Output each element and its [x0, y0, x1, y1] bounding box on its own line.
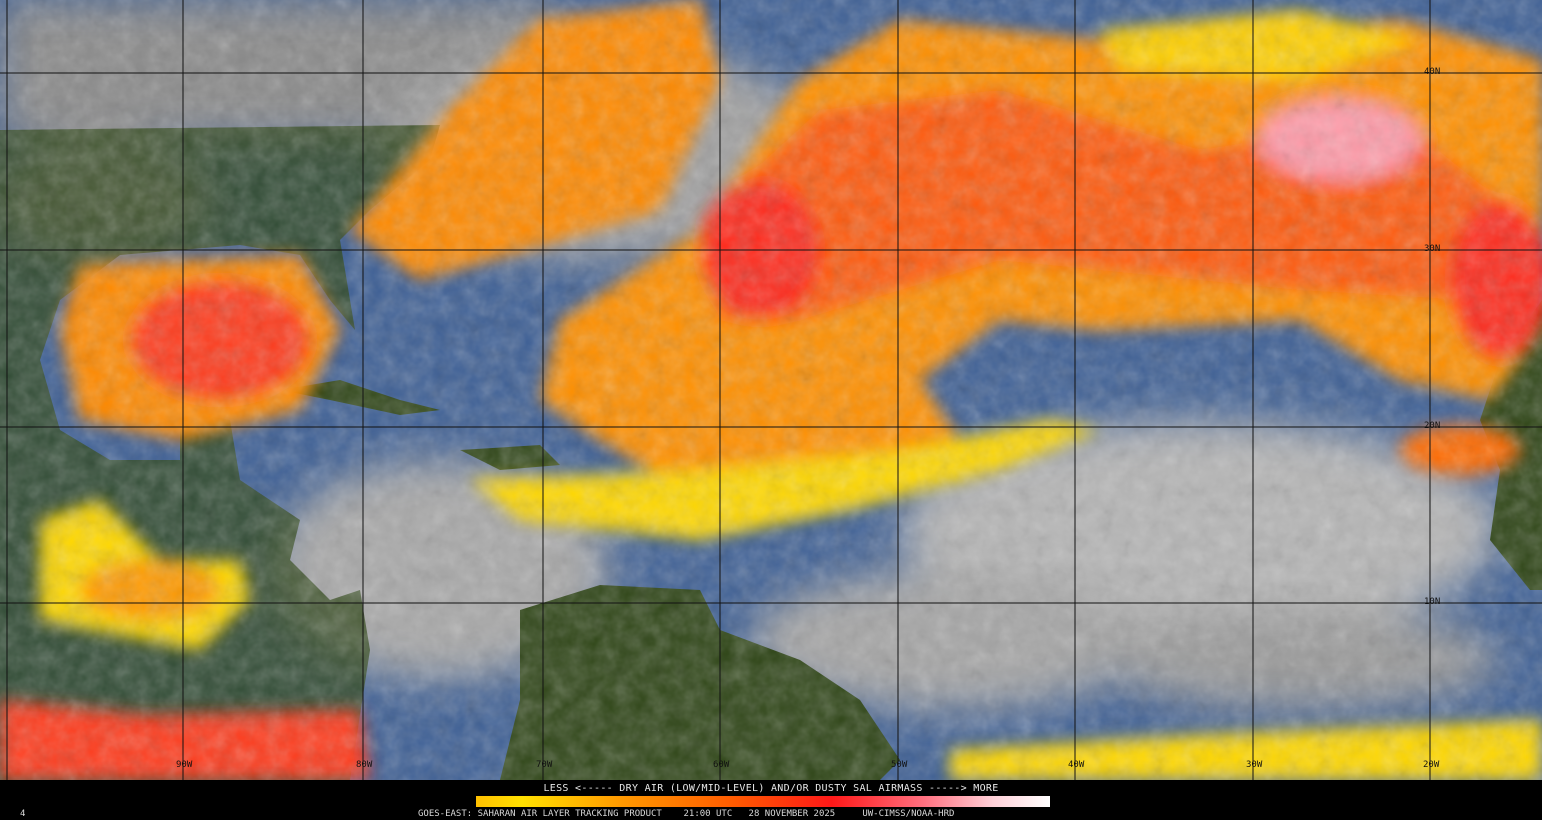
lat-label: 20N: [1424, 421, 1441, 431]
legend-title: LESS <----- DRY AIR (LOW/MID-LEVEL) AND/…: [543, 783, 999, 794]
lat-label: 30N: [1424, 244, 1441, 254]
frame-number: 4: [20, 809, 26, 819]
image-texture: [0, 0, 1542, 780]
lon-label: 50W: [891, 760, 908, 770]
lon-label: 90W: [176, 760, 193, 770]
lon-label: 40W: [1068, 760, 1085, 770]
lon-label: 70W: [536, 760, 553, 770]
lon-label: 80W: [356, 760, 373, 770]
lon-label: 60W: [713, 760, 730, 770]
lat-label: 40N: [1424, 67, 1441, 77]
lat-lon-grid: [0, 0, 1542, 780]
lon-label: 20W: [1423, 760, 1440, 770]
color-scale-bar: [476, 796, 1050, 807]
sal-satellite-map: [0, 0, 1542, 780]
lat-label: 10N: [1424, 597, 1441, 607]
product-footer: GOES-EAST: SAHARAN AIR LAYER TRACKING PR…: [418, 809, 955, 819]
lon-label: 30W: [1246, 760, 1263, 770]
